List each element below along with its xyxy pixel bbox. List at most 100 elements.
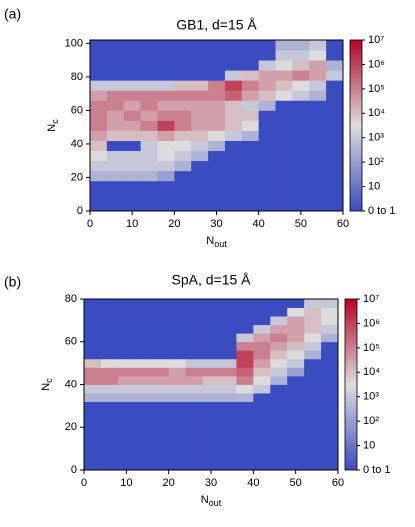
heatmap-cell <box>202 444 220 454</box>
heatmap-cell <box>174 100 192 111</box>
heatmap-cell <box>287 393 305 402</box>
heatmap-cell <box>304 461 322 471</box>
heatmap-cell <box>106 180 125 192</box>
colorbar-tick-label: 10 <box>368 180 380 192</box>
heatmap-cell <box>275 120 293 131</box>
heatmap-cell <box>224 160 243 172</box>
heatmap-cell <box>258 190 276 202</box>
heatmap-cell <box>224 190 243 202</box>
heatmap-cell <box>191 60 209 71</box>
heatmap-cell <box>90 50 108 61</box>
heatmap-cell <box>174 160 192 172</box>
heatmap-cell <box>84 375 102 385</box>
heatmap-cell <box>123 100 141 111</box>
heatmap-cell <box>326 200 344 212</box>
heatmap-cell <box>117 384 136 394</box>
heatmap-cell <box>253 393 271 402</box>
heatmap-cell <box>185 358 203 368</box>
heatmap-cell <box>151 375 170 385</box>
heatmap-cell <box>326 130 344 141</box>
heatmap-cell <box>253 333 271 343</box>
heatmap-cell <box>117 410 136 420</box>
heatmap-cell <box>321 350 339 360</box>
heatmap-cell <box>208 70 226 81</box>
heatmap-cell <box>185 384 203 394</box>
heatmap-cell <box>236 384 254 394</box>
heatmap-cell <box>287 367 305 377</box>
heatmap-cell <box>236 307 254 317</box>
heatmap-cell <box>236 393 254 402</box>
heatmap-cell <box>168 452 186 462</box>
heatmap-cell <box>117 367 136 377</box>
heatmap-cell <box>168 393 186 402</box>
heatmap-cell <box>202 350 220 360</box>
heatmap-cell <box>304 410 322 420</box>
y-axis-label: Nc <box>46 119 60 132</box>
heatmap-cell <box>134 324 153 334</box>
heatmap-cell <box>157 100 175 111</box>
heatmap-cell <box>100 401 119 411</box>
heatmap-cell <box>275 130 293 141</box>
heatmap-cell <box>106 50 125 61</box>
heatmap-cell <box>321 341 339 351</box>
heatmap-cell <box>117 393 136 402</box>
heatmap-cell <box>134 367 153 377</box>
heatmap-cell <box>224 60 243 71</box>
heatmap-cell <box>326 180 344 192</box>
heatmap-cell <box>219 452 237 462</box>
heatmap-cell <box>90 80 108 91</box>
heatmap-cell <box>151 444 170 454</box>
heatmap-cell <box>304 350 322 360</box>
heatmap-cell <box>304 307 322 317</box>
heatmap-cell <box>258 100 276 111</box>
x-tick-label: 40 <box>247 477 259 489</box>
heatmap-cell <box>304 444 322 454</box>
heatmap-cell <box>117 350 136 360</box>
heatmap-cell <box>292 130 310 141</box>
heatmap-cell <box>106 90 125 101</box>
heatmap-cell <box>292 90 310 101</box>
heatmap-cell <box>309 160 327 172</box>
heatmap-cell <box>84 324 102 334</box>
heatmap-cell <box>224 170 243 182</box>
heatmap-cell <box>258 150 276 162</box>
heatmap-cell <box>309 180 327 192</box>
heatmap-cell <box>106 170 125 182</box>
heatmap-cell <box>100 299 119 308</box>
heatmap-cell <box>157 90 175 101</box>
heatmap-cell <box>309 150 327 162</box>
heatmap-cell <box>208 130 226 141</box>
heatmap-cell <box>84 461 102 471</box>
heatmap-cell <box>309 200 327 212</box>
y-axis-label: Nc <box>40 378 54 391</box>
x-tick-label: 0 <box>87 218 93 230</box>
heatmap-cell <box>168 316 186 326</box>
heatmap-cell <box>140 120 158 131</box>
heatmap-cell <box>123 80 141 91</box>
heatmap-cell <box>191 70 209 81</box>
heatmap-cell <box>321 444 339 454</box>
heatmap-cell <box>202 307 220 317</box>
heatmap-cell <box>174 120 192 131</box>
heatmap-cell <box>275 40 293 51</box>
heatmap-cell <box>168 341 186 351</box>
heatmap-cell <box>134 358 153 368</box>
heatmap-cell <box>157 60 175 71</box>
heatmap-cell <box>219 333 237 343</box>
heatmap-cell <box>202 367 220 377</box>
x-tick-label: 10 <box>126 218 138 230</box>
y-tick-label: 80 <box>71 71 83 83</box>
heatmap-cell <box>258 120 276 131</box>
heatmap-cell <box>84 401 102 411</box>
x-axis-label-main: N <box>201 494 209 506</box>
heatmap-cell <box>258 70 276 81</box>
y-tick-label: 20 <box>65 421 77 433</box>
heatmap-cell <box>185 341 203 351</box>
heatmap-cell <box>270 452 288 462</box>
heatmap-cell <box>309 70 327 81</box>
heatmap-cell <box>106 130 125 141</box>
heatmap-cell <box>134 307 153 317</box>
heatmap-cell <box>326 170 344 182</box>
heatmap-cell <box>174 180 192 192</box>
heatmap-cell <box>287 316 305 326</box>
